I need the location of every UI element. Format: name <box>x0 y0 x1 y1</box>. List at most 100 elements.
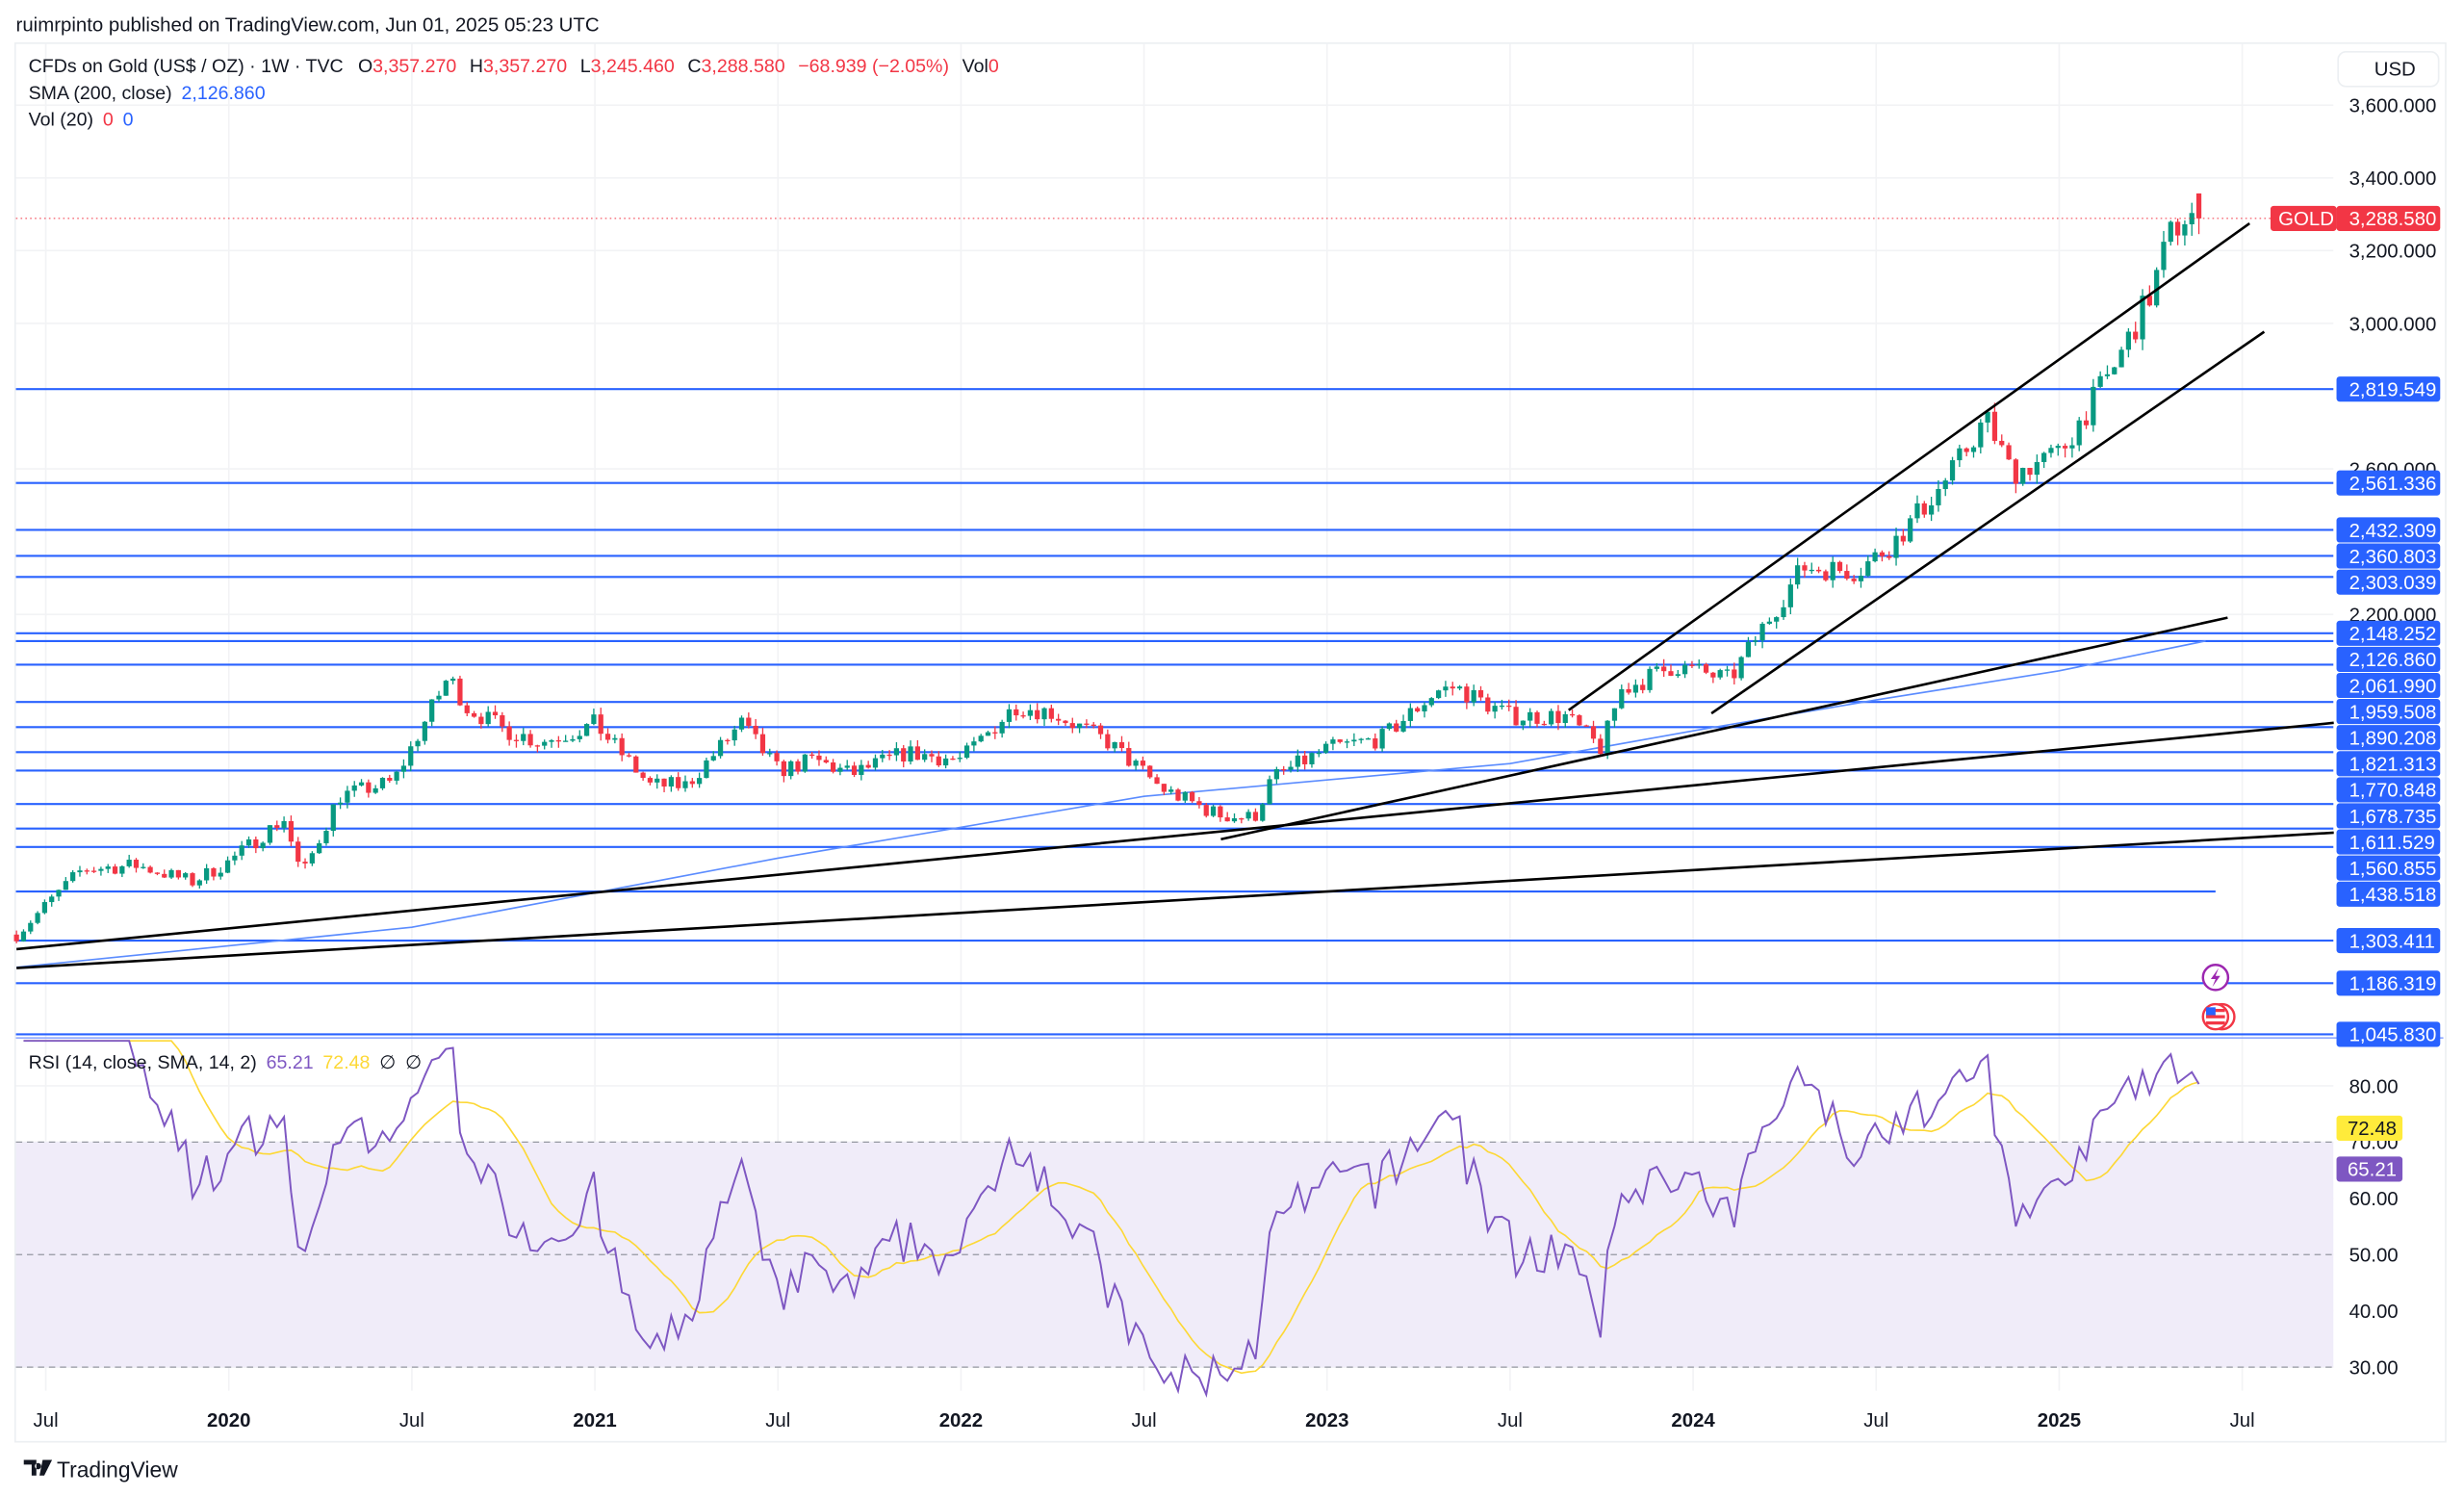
candle-body <box>1851 579 1857 581</box>
candle-body <box>583 724 590 736</box>
candle-body <box>1738 657 1744 679</box>
candle-body <box>1133 761 1139 766</box>
time-tick-label: 2025 <box>2038 1410 2081 1432</box>
currency-button[interactable] <box>2337 51 2440 88</box>
candle-body <box>922 754 928 761</box>
candle-body <box>98 868 104 871</box>
candle-body <box>1506 705 1512 708</box>
candle-body <box>1203 805 1209 816</box>
candle-body <box>1611 708 1618 721</box>
candle-body <box>506 726 512 740</box>
level-label: 1,821.313 <box>2349 755 2437 776</box>
candle-body <box>1443 686 1449 691</box>
level-label-bg <box>2336 672 2441 699</box>
candle-body <box>1231 818 1238 822</box>
candle-body <box>345 790 350 803</box>
price-tick-label: 3,400.000 <box>2349 168 2437 190</box>
candle-body <box>281 820 287 828</box>
vol-legend[interactable]: Vol (20) 0 0 <box>29 110 134 131</box>
candle-body <box>1753 640 1758 642</box>
candle-body <box>1590 726 1597 739</box>
candle-body <box>141 866 146 868</box>
candle-body <box>211 867 217 877</box>
candle-body <box>1619 688 1625 709</box>
candle-body <box>1795 565 1801 585</box>
candle-body <box>2168 221 2173 243</box>
candle-body <box>317 842 322 854</box>
candle-body <box>1147 765 1153 778</box>
candle-body <box>851 765 858 775</box>
trendline[interactable] <box>1568 221 2250 711</box>
candle-body <box>914 746 920 761</box>
trendlines[interactable] <box>16 221 2334 969</box>
candle-body <box>394 771 399 781</box>
candle-body <box>1041 708 1047 720</box>
candle-body <box>823 760 829 763</box>
rsi-value-label: 65.21 <box>2348 1160 2397 1181</box>
level-label-bg <box>2336 646 2441 672</box>
time-axis[interactable]: Jul 2020 Jul 2021 Jul 2022 Jul 2023 Jul 2024 Jul 20… <box>34 1410 2255 1432</box>
level-label-bg <box>2336 517 2441 543</box>
close-value: 3,288.580 <box>702 56 785 77</box>
candle-body <box>682 781 688 788</box>
trendline[interactable] <box>16 721 2334 951</box>
level-label: 1,678.735 <box>2349 807 2437 828</box>
candle-body <box>1126 748 1132 766</box>
level-label-bg <box>2336 725 2441 751</box>
candle-body <box>1273 768 1279 780</box>
level-label: 1,045.830 <box>2349 1025 2437 1046</box>
candle-body <box>1802 565 1808 571</box>
candle-body <box>1245 812 1251 819</box>
candle-body <box>1865 561 1871 577</box>
candle-body <box>330 804 336 832</box>
candle-body <box>612 737 618 740</box>
candle-body <box>379 778 386 788</box>
candle-body <box>992 732 998 734</box>
trendline[interactable] <box>16 831 2334 969</box>
candle-body <box>1724 669 1731 671</box>
tradingview-logo[interactable]: TradingView <box>23 1457 178 1482</box>
candle-body <box>661 778 667 787</box>
candle-body <box>1309 753 1315 764</box>
candle-body <box>759 734 766 754</box>
us-flag-event-icon[interactable] <box>2201 1002 2236 1031</box>
candle-body <box>1675 674 1681 676</box>
trendline[interactable] <box>1220 616 2228 841</box>
candle-body <box>2069 445 2075 449</box>
candle-body <box>1118 741 1125 749</box>
candle-body <box>1823 571 1829 580</box>
candle-body <box>1999 440 2005 446</box>
lightning-event-icon[interactable] <box>2201 964 2230 992</box>
candle-body <box>816 755 822 761</box>
rsi-tick-label: 50.00 <box>2349 1246 2399 1267</box>
candle-body <box>943 758 949 766</box>
candle-body <box>2161 242 2167 271</box>
candle-body <box>1598 738 1604 755</box>
level-label-bg <box>2336 620 2441 646</box>
candle-body <box>1830 561 1835 580</box>
candle-body <box>604 734 611 740</box>
candle-body <box>1766 621 1772 624</box>
candle-body <box>2118 349 2124 368</box>
candle-body <box>830 762 836 772</box>
candle-body <box>1006 709 1013 722</box>
candle-body <box>471 712 477 717</box>
price-axis[interactable]: 3,600.0003,400.0003,200.0003,000.0002,60… <box>2349 96 2437 627</box>
trendline[interactable] <box>1710 330 2266 715</box>
sma-legend[interactable]: SMA (200, close) 2,126.860 <box>29 83 266 104</box>
candle-body <box>323 831 329 843</box>
low-value: 3,245.460 <box>591 56 675 77</box>
candle-body <box>1908 518 1913 542</box>
candle-body <box>70 872 76 882</box>
candle-body <box>1492 706 1498 712</box>
candle-body <box>2112 367 2118 374</box>
candle-body <box>802 754 808 772</box>
symbol-title: CFDs on Gold (US$ / OZ) · 1W · TVC <box>29 56 344 77</box>
candle-body <box>429 699 435 722</box>
level-label: 2,360.803 <box>2349 547 2437 568</box>
candle-body <box>162 873 167 878</box>
candle-body <box>1407 708 1413 721</box>
rsi-legend[interactable]: RSI (14, close, SMA, 14, 2) 65.21 72.48 ∅ ∅ <box>29 1052 423 1073</box>
